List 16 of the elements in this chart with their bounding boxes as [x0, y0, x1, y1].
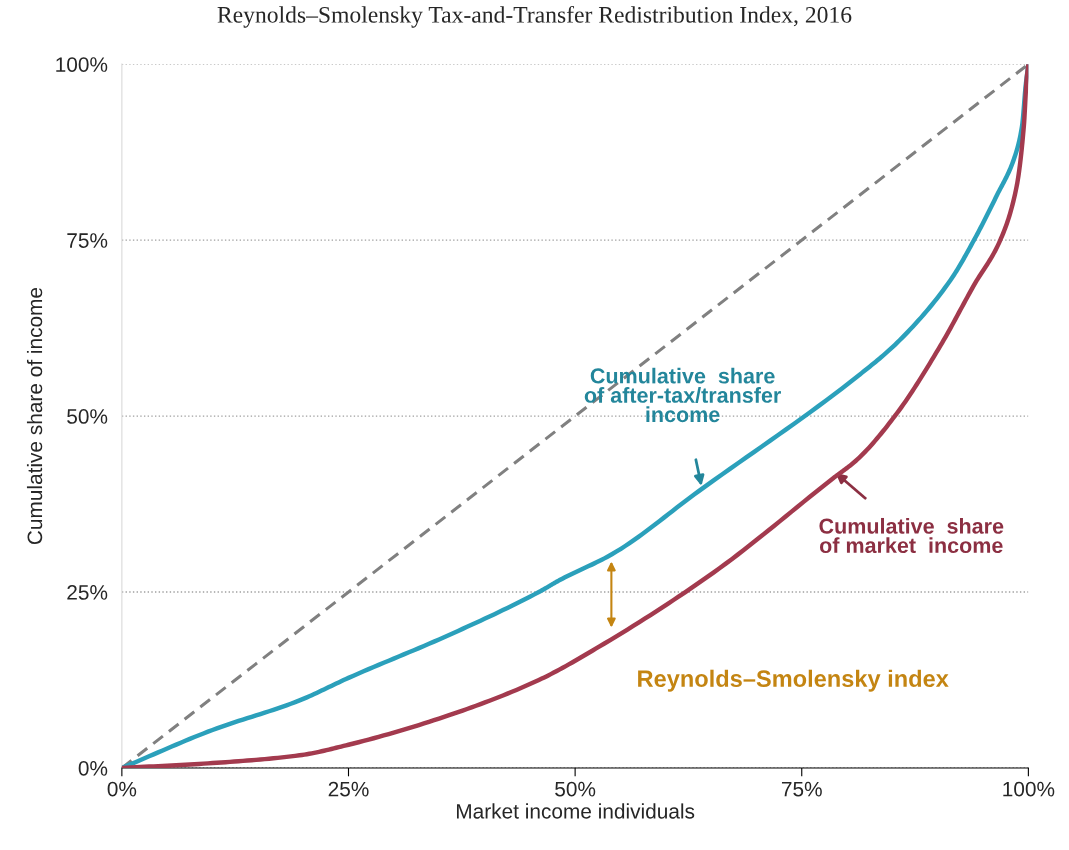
y-tick-label: 50% [67, 409, 108, 424]
x-tick-label: 50% [555, 781, 596, 797]
series-label: Cumulative share of after-tax/transfer income [584, 367, 781, 423]
x-tick-label: 0% [107, 781, 137, 797]
annotation: Reynolds–Smolensky index [638, 669, 949, 692]
x-tick-label: 25% [328, 781, 369, 797]
y-tick-label: 0% [78, 760, 108, 776]
chart-title: Reynolds–Smolensky Tax-and-Transfer Redistribution Index, 2016 [217, 5, 852, 28]
y-tick-label: 25% [67, 585, 108, 600]
y-tick-label: 75% [67, 233, 108, 248]
x-tick-label: 100% [1003, 781, 1055, 797]
x-tick-label: 75% [781, 781, 822, 797]
y-tick-label: 100% [56, 57, 108, 72]
y-axis-title: Cumulative share of income [26, 287, 43, 545]
x-axis-title: Market income individuals [457, 803, 695, 819]
series-label: Cumulative share of market income [819, 517, 1004, 554]
